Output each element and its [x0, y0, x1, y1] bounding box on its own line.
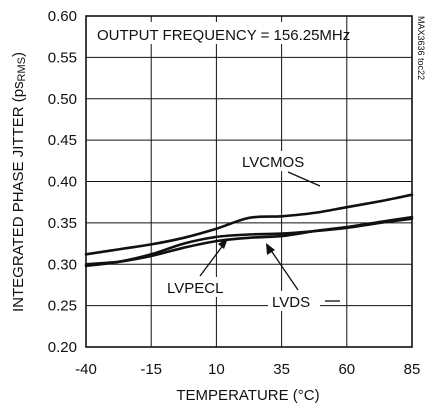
- x-tick-label: 10: [208, 361, 225, 378]
- lvpecl-label-backdrop: [164, 277, 226, 297]
- series-line-lvds: [84, 217, 414, 268]
- x-tick-label: -15: [140, 361, 162, 378]
- lvcmos-label-backdrop: [238, 151, 310, 171]
- grid: [86, 16, 412, 347]
- y-tick-label: 0.25: [48, 298, 77, 315]
- lvcmos-label: LVCMOS: [242, 154, 304, 171]
- lvds-arrowhead: [266, 243, 275, 255]
- plot-frame: [85, 15, 413, 348]
- y-tick-label: 0.35: [48, 215, 77, 232]
- y-tick-label: 0.30: [48, 256, 77, 273]
- x-tick-label: 60: [338, 361, 355, 378]
- y-tick-label: 0.45: [48, 132, 77, 149]
- y-axis-label: INTEGRATED PHASE JITTER (psRMS): [10, 52, 28, 312]
- y-tick-label: 0.40: [48, 174, 77, 191]
- lvds-pointer: [267, 245, 299, 291]
- chart-title: OUTPUT FREQUENCY = 156.25MHz: [97, 27, 350, 44]
- x-tick-label: -40: [75, 361, 97, 378]
- x-tick-label: 85: [404, 361, 421, 378]
- x-axis-label: TEMPERATURE (°C): [176, 387, 319, 404]
- y-tick-label: 0.55: [48, 49, 77, 66]
- lvcmos-pointer: [287, 171, 321, 187]
- series-annotations: LVCMOS LVPECL LVDS: [164, 151, 340, 311]
- x-tick-labels: -40 -15 10 35 60 85: [75, 361, 420, 378]
- lvds-label-backdrop: [268, 291, 320, 311]
- y-tick-label: 0.50: [48, 91, 77, 108]
- lvpecl-label: LVPECL: [167, 280, 223, 297]
- series-line-lvcmos: [84, 193, 414, 256]
- lvpecl-arrowhead: [218, 238, 228, 249]
- title-backdrop: [90, 22, 342, 44]
- y-tick-labels: 0.20 0.25 0.30 0.35 0.40 0.45 0.50 0.55 0.60: [48, 8, 77, 356]
- y-tick-label: 0.20: [48, 339, 77, 356]
- series-layer: [84, 193, 414, 268]
- lvds-label: LVDS: [272, 294, 310, 311]
- figure-id: MAX3636 toc22: [416, 16, 426, 80]
- y-tick-label: 0.60: [48, 8, 77, 25]
- x-tick-label: 35: [273, 361, 290, 378]
